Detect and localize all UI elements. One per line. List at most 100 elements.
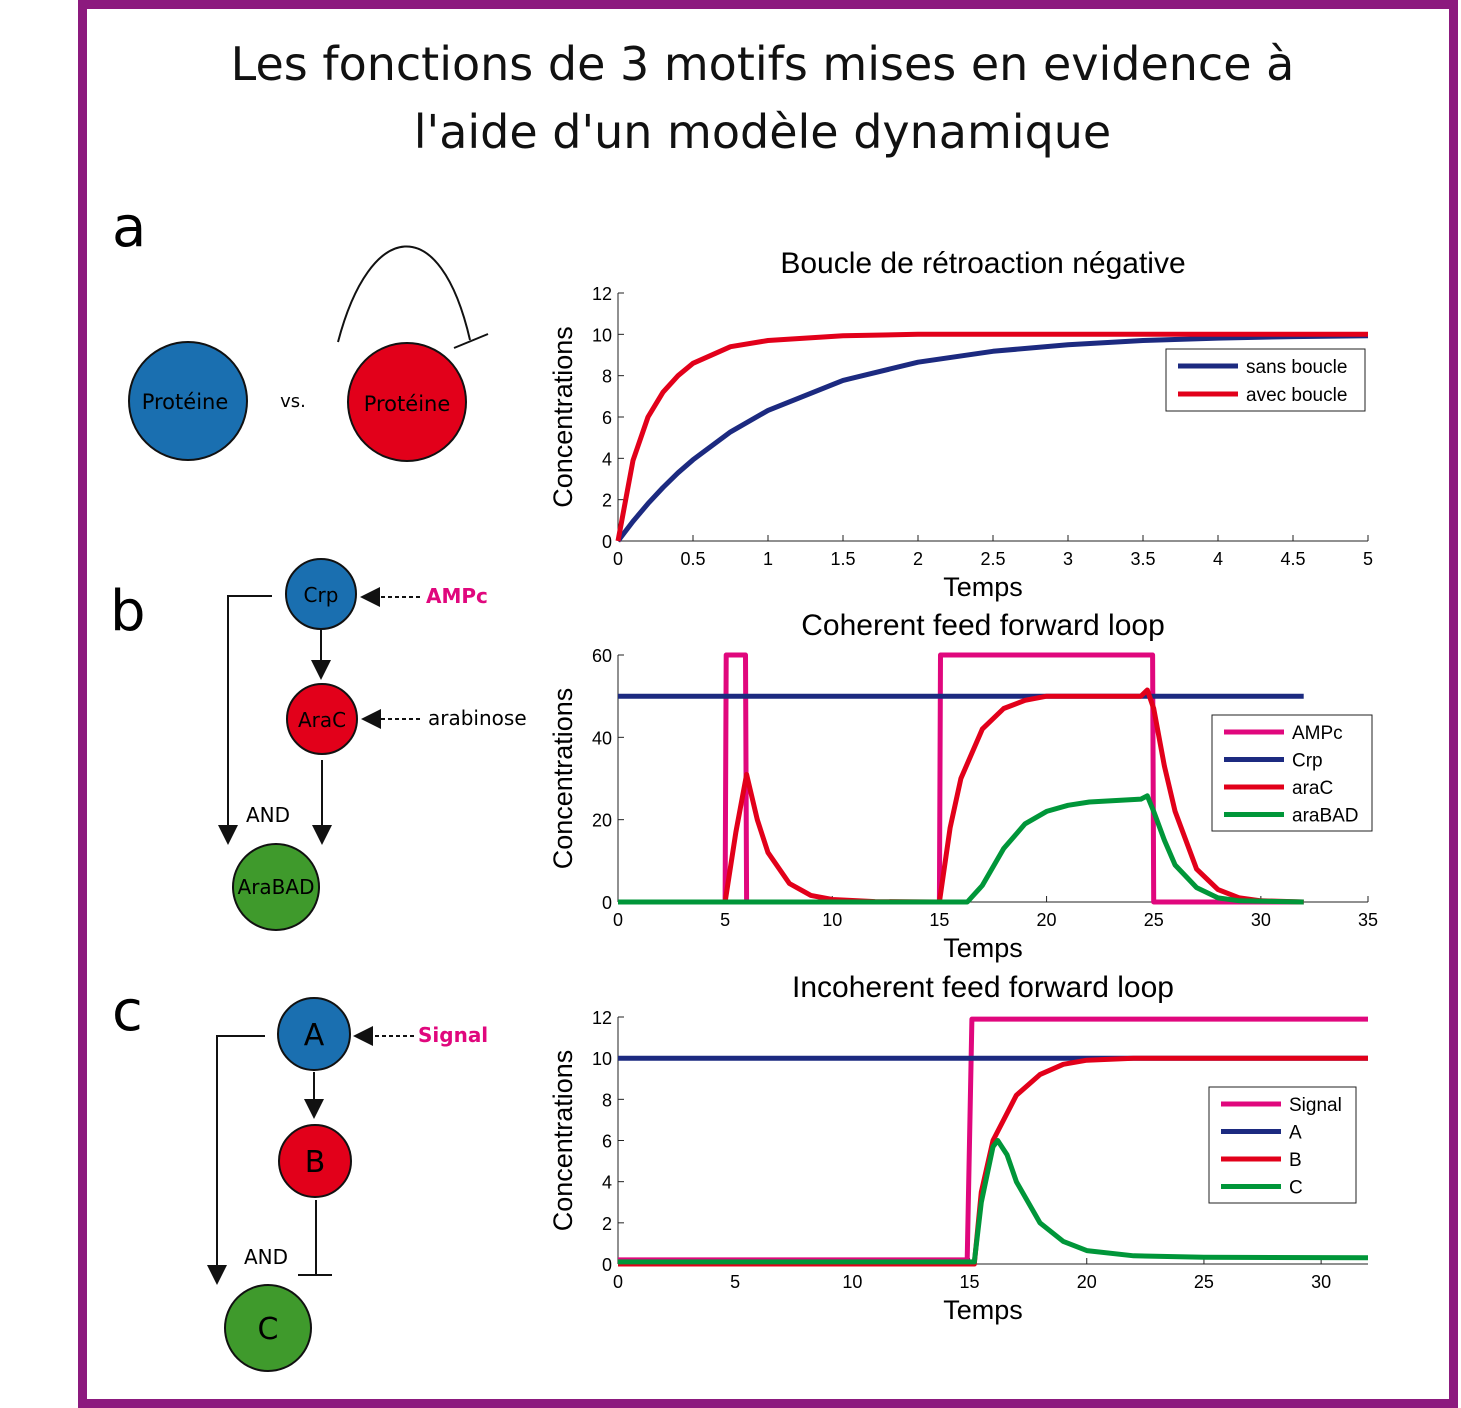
x-tick-label: 1.5 — [830, 549, 855, 569]
vs-label: vs. — [280, 391, 306, 412]
legend-label: Crp — [1292, 751, 1323, 772]
x-tick-label: 30 — [1311, 1272, 1331, 1292]
x-tick-label: 5 — [730, 1272, 740, 1292]
legend-label: araBAD — [1292, 806, 1359, 827]
x-tick-label: 5 — [720, 910, 730, 930]
legend-label: B — [1289, 1150, 1302, 1171]
x-tick-label: 25 — [1144, 910, 1164, 930]
x-tick-label: 25 — [1194, 1272, 1214, 1292]
x-tick-label: 15 — [929, 910, 949, 930]
x-axis-label: Temps — [943, 933, 1023, 963]
crp-node — [285, 558, 357, 630]
y-tick-label: 6 — [602, 408, 612, 428]
y-tick-label: 2 — [602, 491, 612, 511]
y-tick-label: 4 — [602, 1173, 612, 1193]
y-tick-label: 40 — [592, 728, 612, 748]
legend-label: avec boucle — [1246, 385, 1347, 406]
legend-label: Signal — [1289, 1095, 1342, 1116]
x-tick-label: 30 — [1251, 910, 1271, 930]
x-tick-label: 10 — [842, 1272, 862, 1292]
y-tick-label: 20 — [592, 811, 612, 831]
self-inhibition-arc — [337, 245, 471, 343]
x-tick-label: 3 — [1063, 549, 1073, 569]
y-tick-label: 8 — [602, 367, 612, 387]
x-tick-label: 0 — [613, 1272, 623, 1292]
ampc-label: AMPc — [426, 584, 488, 608]
y-tick-label: 10 — [592, 325, 612, 345]
legend-label: sans boucle — [1246, 357, 1347, 378]
x-tick-label: 0 — [613, 910, 623, 930]
crp-to-arabad-arrow — [218, 595, 272, 845]
legend-box — [1165, 348, 1366, 412]
y-tick-label: 0 — [602, 532, 612, 552]
x-tick-label: 5 — [1363, 549, 1373, 569]
arabinose-label: arabinose — [428, 706, 527, 730]
x-axis-label: Temps — [943, 572, 1023, 602]
protein-label-left: Protéine — [142, 390, 229, 414]
y-tick-label: 60 — [592, 646, 612, 666]
a-node — [277, 997, 351, 1071]
c-label: C — [258, 1312, 279, 1347]
legend-label: C — [1289, 1178, 1303, 1199]
legend-label: A — [1289, 1123, 1302, 1144]
figure-title: Les fonctions de 3 motifs mises en evide… — [100, 30, 1425, 166]
x-tick-label: 0 — [613, 549, 623, 569]
panel-letter-b: b — [110, 579, 146, 644]
x-tick-label: 10 — [822, 910, 842, 930]
crp-label: Crp — [304, 583, 339, 607]
and-label-c: AND — [244, 1245, 288, 1269]
protein-node-blue — [128, 341, 248, 461]
series-line-arac — [618, 687, 1304, 905]
figure-frame — [78, 0, 1458, 1408]
x-tick-label: 2.5 — [980, 549, 1005, 569]
x-tick-label: 20 — [1077, 1272, 1097, 1292]
series-line-arabad — [618, 793, 1304, 905]
x-tick-label: 20 — [1037, 910, 1057, 930]
x-tick-label: 4 — [1213, 549, 1223, 569]
chart-title: Incoherent feed forward loop — [792, 971, 1174, 1004]
arac-node — [286, 683, 358, 755]
y-tick-label: 0 — [602, 1255, 612, 1275]
a-to-c-arrow — [207, 1035, 265, 1285]
arabad-node — [232, 843, 320, 931]
x-tick-label: 3.5 — [1130, 549, 1155, 569]
protein-label-right: Protéine — [364, 392, 451, 416]
panel-letter-c: c — [112, 979, 143, 1044]
inhibition-bar — [453, 333, 489, 349]
x-tick-label: 4.5 — [1280, 549, 1305, 569]
y-tick-label: 12 — [592, 284, 612, 304]
signal-label: Signal — [418, 1023, 488, 1047]
c-node — [224, 1284, 312, 1372]
y-tick-label: 4 — [602, 449, 612, 469]
y-axis-label: Concentrations — [548, 326, 578, 508]
y-axis-label: Concentrations — [548, 688, 578, 870]
series-line-sans-boucle — [616, 333, 1369, 543]
b-label: B — [305, 1145, 326, 1180]
y-axis-label: Concentrations — [548, 1050, 578, 1232]
panel-letter-a: a — [112, 195, 146, 260]
y-tick-label: 8 — [602, 1090, 612, 1110]
arac-label: AraC — [298, 708, 346, 732]
x-tick-label: 0.5 — [680, 549, 705, 569]
arabad-label: AraBAD — [238, 875, 315, 899]
a-label: A — [304, 1018, 325, 1053]
x-axis-label: Temps — [943, 1295, 1023, 1325]
chart-title: Coherent feed forward loop — [801, 609, 1165, 642]
y-tick-label: 2 — [602, 1214, 612, 1234]
title-line-1: Les fonctions de 3 motifs mises en evide… — [230, 37, 1295, 91]
chart-title: Boucle de rétroaction négative — [780, 247, 1185, 280]
b-node — [278, 1124, 352, 1198]
series-line-c — [618, 1138, 1369, 1265]
protein-node-red — [347, 342, 467, 462]
y-tick-label: 6 — [602, 1132, 612, 1152]
x-tick-label: 2 — [913, 549, 923, 569]
x-tick-label: 35 — [1358, 910, 1378, 930]
legend-label: araC — [1292, 778, 1333, 799]
title-line-2: l'aide d'un modèle dynamique — [413, 105, 1112, 159]
y-tick-label: 12 — [592, 1008, 612, 1028]
x-tick-label: 15 — [960, 1272, 980, 1292]
legend-label: AMPc — [1292, 723, 1343, 744]
